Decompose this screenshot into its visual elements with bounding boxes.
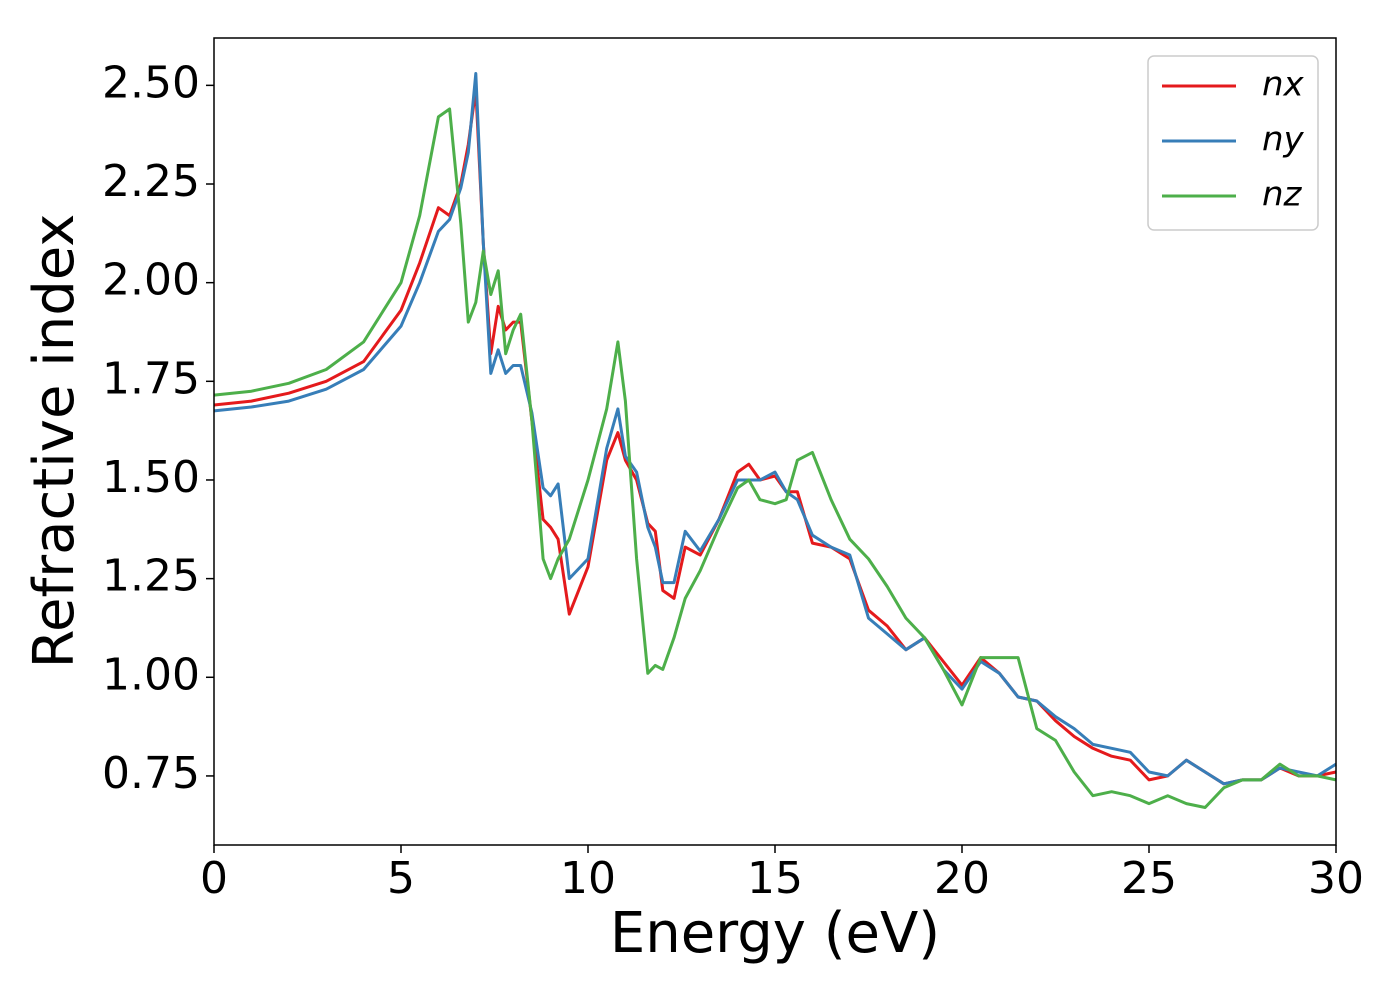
x-tick-label: 15 xyxy=(747,853,803,904)
x-tick-label: 5 xyxy=(387,853,415,904)
y-axis-label: Refractive index xyxy=(22,214,87,669)
line-series xyxy=(213,107,1337,809)
y-tick-label: 1.50 xyxy=(102,452,200,503)
legend-box xyxy=(1147,55,1319,231)
y-tick-label: 1.00 xyxy=(102,649,200,700)
y-tick-label: 2.25 xyxy=(102,156,200,207)
y-tick-label: 0.75 xyxy=(102,748,200,799)
legend-label: nx xyxy=(1262,65,1305,105)
x-tick-label: 10 xyxy=(560,853,616,904)
x-tick-label: 30 xyxy=(1308,853,1364,904)
x-tick-label: 20 xyxy=(934,853,990,904)
y-tick-label: 2.50 xyxy=(102,57,200,108)
plot-frame xyxy=(213,37,1337,846)
line-series xyxy=(213,72,1337,786)
y-tick-label: 1.25 xyxy=(102,551,200,602)
y-tick-label: 2.00 xyxy=(102,255,200,306)
x-axis-label: Energy (eV) xyxy=(610,901,940,966)
x-tick-label: 0 xyxy=(200,853,228,904)
x-tick-label: 25 xyxy=(1121,853,1177,904)
legend-label: ny xyxy=(1262,120,1305,160)
legend-label: nz xyxy=(1262,175,1303,215)
y-tick-label: 1.75 xyxy=(102,353,200,404)
